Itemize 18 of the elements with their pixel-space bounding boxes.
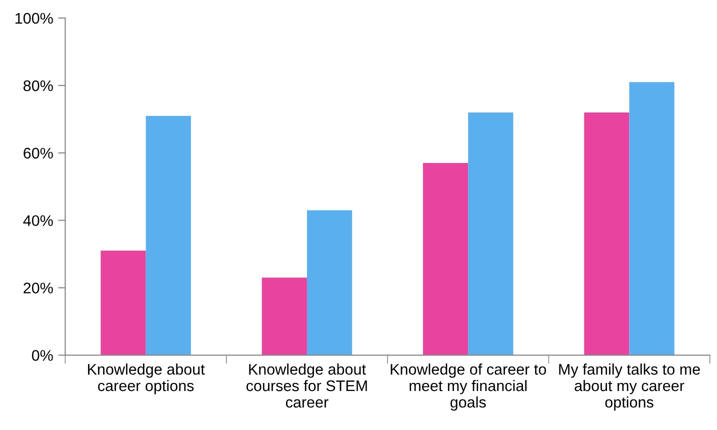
bar xyxy=(629,82,674,356)
y-tick-label: 20% xyxy=(24,282,53,294)
bar xyxy=(262,278,307,356)
x-tick-label: Knowledge of career to meet my financial goals xyxy=(390,364,546,411)
y-tick-label: 40% xyxy=(23,215,53,226)
y-tick-label: 60% xyxy=(24,148,53,159)
bar xyxy=(584,112,630,356)
x-tick-label: My family talks to me about my career options xyxy=(559,364,700,411)
bar xyxy=(146,116,191,356)
y-tick-label: 100% xyxy=(16,12,53,24)
bar xyxy=(468,112,514,356)
x-tick-label: Knowledge about career options xyxy=(88,364,205,394)
y-tick-label: 0% xyxy=(32,350,53,361)
bar xyxy=(306,210,352,356)
y-tick-label: 80% xyxy=(24,80,53,92)
bar xyxy=(422,163,468,356)
x-tick-label: Knowledge about courses for STEM career xyxy=(246,364,367,408)
bar xyxy=(100,250,146,356)
